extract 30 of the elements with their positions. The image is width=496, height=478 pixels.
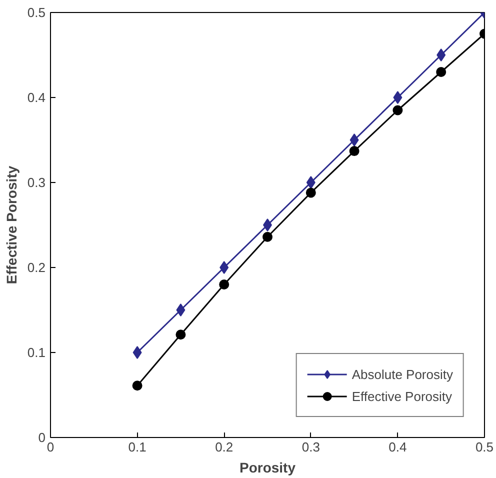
point [262,232,272,242]
point [436,67,446,77]
point [350,134,359,146]
point [306,176,316,189]
point [349,146,360,156]
point [176,330,186,340]
y-tick-label: 0.4 [27,90,46,105]
x-tick-label: 0.1 [128,440,146,454]
point [219,280,230,290]
x-tick-label: 0.3 [302,440,320,454]
x-tick-label: 0.5 [475,440,494,454]
y-tick-label: 0.5 [27,5,46,20]
point [176,304,186,316]
point [393,91,402,104]
legend-label: Effective Porosity [352,388,452,404]
y-tick-label: 0 [38,430,46,445]
y-tick-label: 0.3 [27,175,46,190]
point [306,188,316,198]
legend-label: Absolute Porosity [352,366,453,382]
y-axis-title: Effective Porosity [3,166,20,284]
point [392,105,403,116]
y-tick-label: 0.2 [27,260,46,275]
x-axis-title: Porosity [239,460,296,476]
point [436,48,446,62]
point [132,346,142,359]
y-tick-label: 0.1 [27,345,46,360]
point [132,380,142,391]
point [220,261,229,274]
x-tick-label: 0.4 [388,440,407,454]
x-tick-label: 0.2 [215,440,234,454]
